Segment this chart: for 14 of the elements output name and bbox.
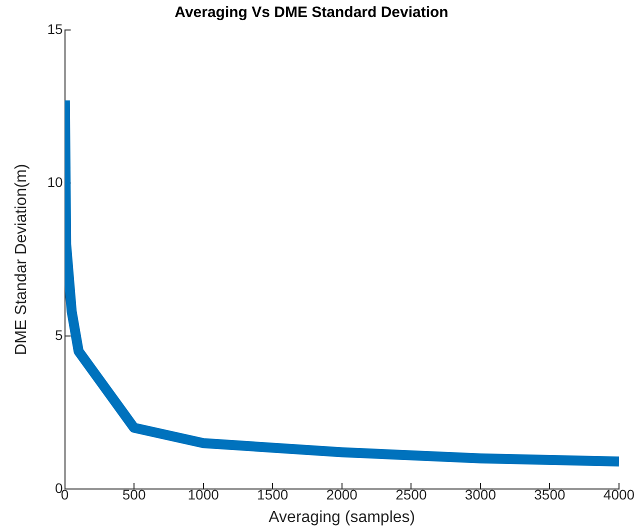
x-tick-label: 3000: [464, 486, 496, 502]
y-tick-label: 5: [54, 326, 63, 343]
y-tick-label: 15: [47, 20, 63, 37]
y-axis-title: DME Standar Deviation(m): [13, 164, 30, 356]
x-tick-label: 1000: [188, 486, 220, 502]
chart-title: Averaging Vs DME Standard Deviation: [174, 4, 448, 22]
y-tick-label: 10: [47, 174, 63, 190]
x-axis-title: Averaging (samples): [268, 508, 416, 526]
x-tick-label: 2500: [396, 486, 427, 502]
x-tick-label: 4000: [603, 486, 635, 502]
x-tick-label: 500: [122, 486, 146, 502]
x-tick-label: 1500: [257, 486, 288, 502]
x-tick-label: 3500: [534, 486, 566, 502]
x-tick-label: 2000: [326, 486, 358, 502]
